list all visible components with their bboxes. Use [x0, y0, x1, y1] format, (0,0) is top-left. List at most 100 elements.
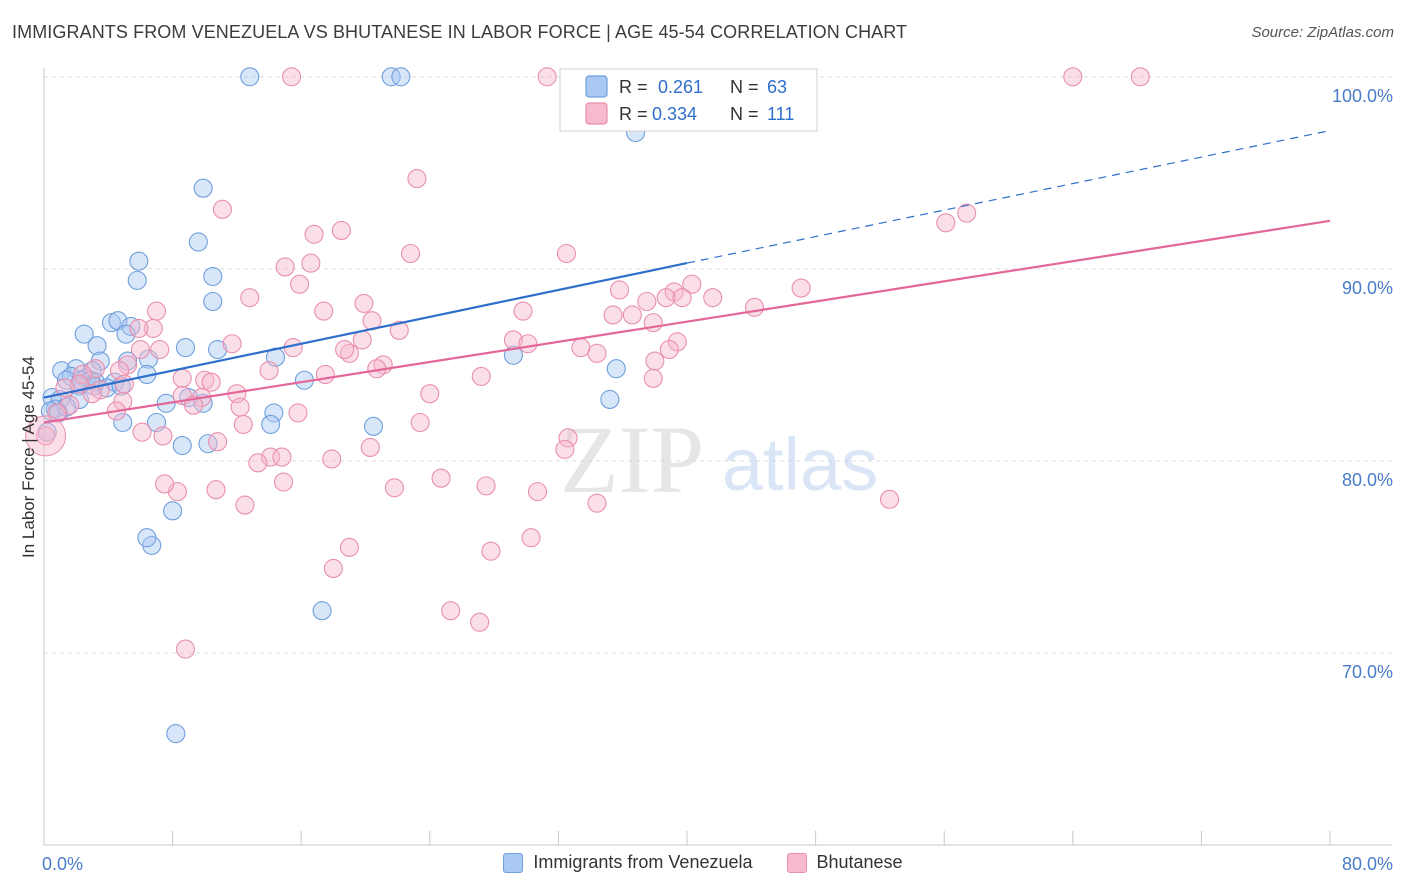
trend-line-venezuela-extrapolated: [686, 129, 1331, 264]
bhutanese-point-26: [314, 301, 334, 321]
bhutanese-point-102: [521, 528, 541, 548]
bhutanese-point-8: [331, 220, 351, 240]
bhutanese-point-81: [132, 422, 152, 442]
venezuela-point-61: [137, 528, 157, 548]
bhutanese-point-54: [315, 364, 335, 385]
bhutanese-point-87: [261, 447, 281, 467]
bhutanese-point-46: [587, 343, 607, 363]
bhutanese-point-78: [288, 403, 308, 423]
bhutanese-point-4: [407, 169, 427, 189]
bhutanese-point-19: [637, 291, 657, 312]
bhutanese-cluster-marker: [25, 415, 67, 457]
bhutanese-point-96: [527, 482, 548, 502]
x-tick-label-1: 80.0%: [1342, 854, 1393, 874]
venezuela-point-54: [261, 414, 281, 434]
bottom-legend: Immigrants from Venezuela Bhutanese: [0, 852, 1406, 873]
venezuela-point-13: [74, 324, 94, 344]
venezuela-point-6: [129, 251, 149, 271]
venezuela-point-4: [193, 178, 213, 198]
trend-line-venezuela: [43, 262, 688, 399]
series-bhutanese: [25, 67, 1150, 659]
bhutanese-point-28: [622, 305, 642, 325]
bhutanese-point-58: [471, 366, 491, 386]
bhutanese-point-89: [322, 449, 342, 469]
bhutanese-point-23: [672, 288, 692, 308]
bhutanese-point-69: [420, 384, 440, 404]
bhutanese-point-6: [212, 199, 232, 219]
venezuela-point-62: [312, 601, 332, 621]
bottom-legend-swatch-bhutanese: [786, 852, 807, 873]
bhutanese-point-109: [36, 426, 56, 446]
legend-r-label-venezuela: R =: [619, 77, 648, 97]
bhutanese-point-34: [129, 318, 149, 338]
bhutanese-point-3: [1130, 67, 1150, 87]
venezuela-point-15: [87, 336, 107, 356]
venezuela-point-26: [606, 359, 626, 379]
trend-line-bhutanese: [43, 219, 1331, 424]
bhutanese-point-44: [130, 339, 150, 360]
venezuela-point-5: [188, 232, 208, 252]
bhutanese-point-11: [556, 243, 576, 264]
bhutanese-point-25: [354, 293, 374, 313]
chart-title: IMMIGRANTS FROM VENEZUELA VS BHUTANESE I…: [12, 22, 908, 42]
bhutanese-point-74: [230, 397, 250, 417]
bottom-legend-bhutanese: Bhutanese: [786, 852, 903, 873]
bhutanese-point-16: [682, 274, 702, 294]
legend-swatch-venezuela: [585, 75, 608, 98]
bhutanese-point-20: [656, 288, 676, 308]
bhutanese-point-91: [431, 468, 451, 488]
bhutanese-point-15: [609, 280, 630, 300]
bhutanese-point-29: [513, 301, 533, 321]
venezuela-point-7: [203, 266, 223, 287]
x-tick-label-0: 0.0%: [42, 854, 83, 874]
venezuela-point-1: [381, 67, 401, 87]
bottom-legend-label-venezuela: Immigrants from Venezuela: [533, 852, 753, 872]
bhutanese-point-1: [537, 67, 557, 87]
venezuela-point-16: [175, 338, 196, 358]
bhutanese-point-85: [555, 439, 575, 459]
bhutanese-point-105: [323, 558, 343, 579]
legend-r-label-bhutanese: R =: [619, 104, 648, 124]
bhutanese-point-59: [643, 368, 663, 388]
bottom-legend-swatch-venezuela: [503, 852, 524, 873]
bhutanese-point-2: [1063, 67, 1083, 87]
bottom-legend-venezuela: Immigrants from Venezuela: [503, 852, 753, 873]
bhutanese-point-10: [400, 243, 421, 264]
watermark-zip: ZIP: [560, 406, 704, 513]
venezuela-point-57: [172, 435, 192, 456]
bhutanese-point-49: [645, 351, 665, 371]
venezuela-point-59: [163, 501, 183, 521]
venezuela-point-52: [113, 412, 133, 433]
venezuela-point-19: [503, 345, 523, 365]
venezuela-point-46: [600, 389, 620, 409]
bhutanese-point-88: [272, 447, 292, 467]
venezuela-point-51: [264, 403, 284, 423]
gridlines: [44, 76, 1392, 654]
bhutanese-point-103: [339, 537, 359, 557]
legend-swatch-bhutanese: [585, 102, 608, 125]
y-axis-label: In Labor Force | Age 45-54: [19, 356, 38, 558]
bhutanese-point-99: [587, 493, 607, 513]
bhutanese-point-45: [150, 339, 170, 360]
bhutanese-point-63: [114, 374, 134, 394]
bhutanese-point-39: [667, 332, 687, 352]
bhutanese-point-7: [936, 213, 956, 233]
bhutanese-point-98: [155, 474, 175, 494]
bhutanese-point-33: [143, 318, 163, 338]
legend-n-label-venezuela: N =: [730, 77, 759, 97]
venezuela-point-9: [203, 291, 223, 312]
bhutanese-point-53: [259, 361, 279, 381]
bhutanese-point-108: [175, 639, 196, 659]
bhutanese-point-84: [558, 428, 578, 448]
venezuela-point-0: [240, 67, 260, 87]
bhutanese-point-38: [518, 334, 538, 354]
bhutanese-point-24: [744, 297, 765, 317]
source-label: Source: ZipAtlas.com: [1251, 24, 1394, 41]
y-tick-labels: 100.0% 90.0% 80.0% 70.0%: [1332, 86, 1393, 682]
x-tick-labels: 0.0% 80.0%: [42, 854, 1393, 874]
watermark: ZIP atlas: [560, 406, 878, 513]
y-tick-label-0: 100.0%: [1332, 86, 1393, 106]
venezuela-point-2: [391, 67, 411, 87]
bhutanese-point-14: [290, 274, 310, 294]
